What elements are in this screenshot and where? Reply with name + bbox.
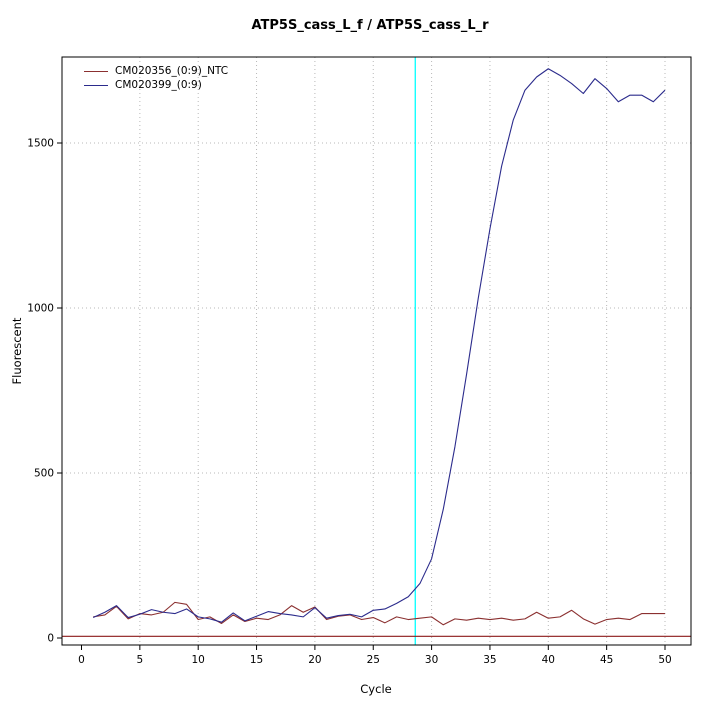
plot-border xyxy=(61,56,692,646)
x-tick-label: 30 xyxy=(425,654,438,666)
chart-title: ATP5S_cass_L_f / ATP5S_cass_L_r xyxy=(251,18,489,33)
x-axis-label: Cycle xyxy=(360,682,391,696)
x-tick-label: 15 xyxy=(250,654,263,666)
legend-label-sample: CM020399_(0:9) xyxy=(115,79,202,91)
legend-line-sample-icon xyxy=(84,84,108,86)
legend-line-sample-ntc-icon xyxy=(84,70,108,72)
chart-legend: CM020356_(0:9)_NTC CM020399_(0:9) xyxy=(84,64,228,92)
x-tick-label: 25 xyxy=(367,654,380,666)
y-tick-label: 1000 xyxy=(27,303,54,315)
legend-item-ntc: CM020356_(0:9)_NTC xyxy=(84,64,228,78)
x-tick-label: 0 xyxy=(78,654,85,666)
series-line-ntc xyxy=(93,601,665,626)
x-tick-label: 45 xyxy=(600,654,613,666)
x-tick-label: 35 xyxy=(483,654,496,666)
y-tick-label: 1500 xyxy=(27,138,54,150)
legend-label-ntc: CM020356_(0:9)_NTC xyxy=(115,65,229,77)
x-tick-label: 50 xyxy=(658,654,671,666)
x-tick-label: 20 xyxy=(308,654,321,666)
y-axis-label: Fluorescent xyxy=(10,317,24,384)
legend-item-sample: CM020399_(0:9) xyxy=(84,78,228,92)
y-tick-label: 500 xyxy=(34,468,54,480)
series-line-sample xyxy=(92,68,666,623)
x-tick-label: 5 xyxy=(137,654,144,666)
x-tick-label: 40 xyxy=(542,654,555,666)
x-tick-label: 10 xyxy=(192,654,205,666)
y-tick-label: 0 xyxy=(47,633,54,645)
